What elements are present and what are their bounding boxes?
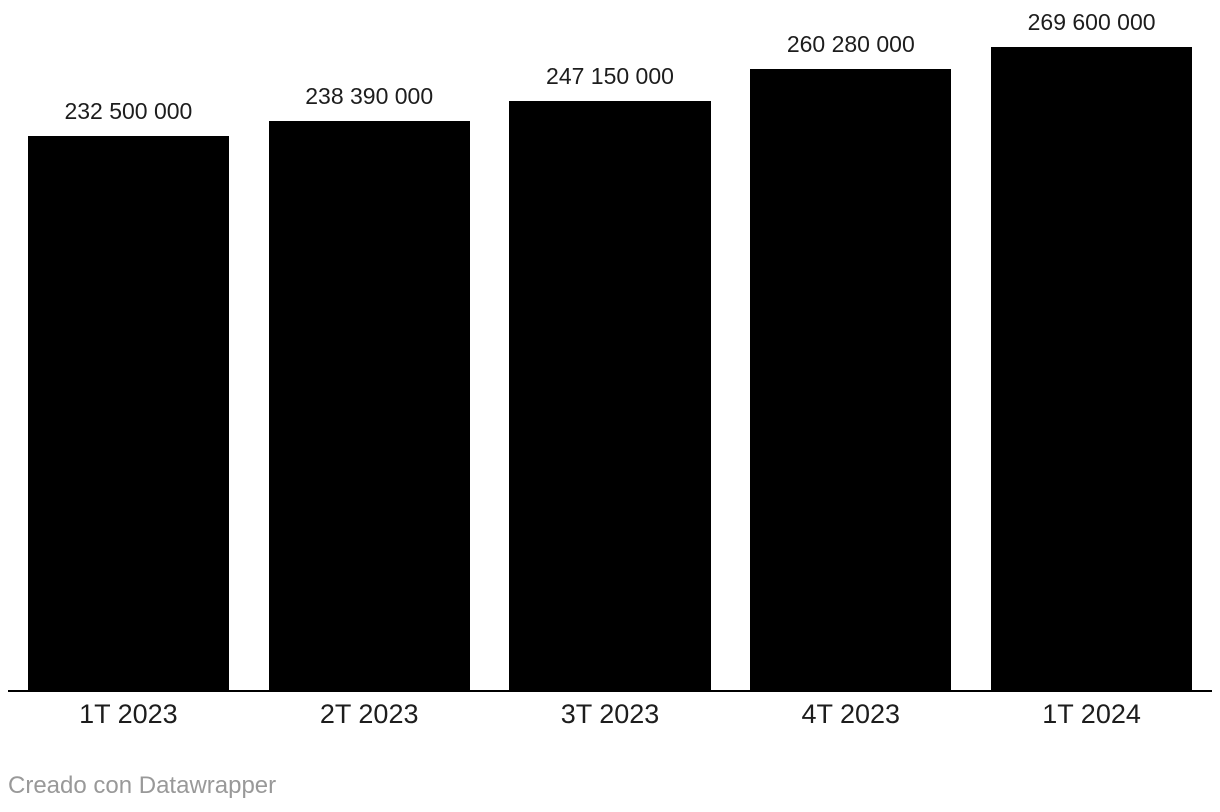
x-axis-tick-label: 4T 2023: [801, 699, 901, 729]
bar-value-label: 247 150 000: [546, 62, 674, 89]
bar-group: 269 600 000: [971, 9, 1212, 690]
bar-value-label: 260 280 000: [786, 31, 915, 58]
bar-group: 232 500 000: [8, 97, 249, 690]
x-axis-tick-label: 1T 2024: [1042, 699, 1141, 729]
x-axis-tick-label: 1T 2023: [79, 699, 178, 729]
datawrapper-credit-link[interactable]: Creado con Datawrapper: [8, 772, 277, 799]
x-axis-tick-label: 2T 2023: [319, 699, 419, 729]
bar-value-label: 232 500 000: [64, 97, 193, 124]
bar[interactable]: [750, 69, 952, 690]
x-axis: 1T 2023 2T 2023 3T 2023 4T 2023 1T 2024: [8, 692, 1212, 730]
plot-area: 232 500 000 238 390 000 247 150 000 260 …: [8, 0, 1212, 692]
bar[interactable]: [27, 135, 229, 690]
bar[interactable]: [991, 47, 1193, 690]
bar[interactable]: [268, 121, 470, 690]
bar-group: 238 390 000: [249, 83, 490, 690]
bar[interactable]: [509, 100, 711, 690]
bar-group: 247 150 000: [490, 62, 731, 690]
x-axis-tick-label: 3T 2023: [560, 699, 660, 729]
bar-group: 260 280 000: [730, 31, 971, 690]
bar-value-label: 269 600 000: [1027, 9, 1156, 35]
bar-value-label: 238 390 000: [305, 83, 434, 110]
